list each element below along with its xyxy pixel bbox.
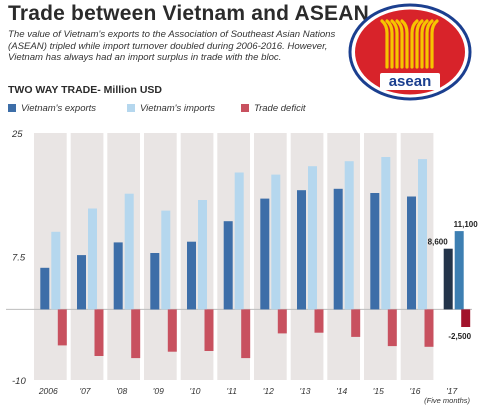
deficit-bar [387,309,397,347]
x-axis-note: (Five months) [424,396,470,405]
data-label: -2,500 [448,332,471,341]
rice-stalks-emblem [380,19,439,69]
category-band [254,133,287,380]
deficit-bar [57,309,67,346]
imports-bar [51,231,61,310]
x-tick-label: '13 [299,386,310,396]
imports-bar [161,210,171,310]
exports-bar [297,190,306,310]
exports-bar [443,248,453,310]
imports-bar [124,193,134,310]
imports-bar [454,231,464,310]
rice-stalk [420,19,429,69]
deficit-bar [461,309,471,327]
legend-swatch-exports [8,104,16,112]
deficit-bar [131,309,141,359]
x-tick-label: '11 [226,386,237,396]
exports-bar [333,188,343,310]
legend-label-deficit: Trade deficit [254,103,306,114]
imports-bar [271,174,281,310]
exports-bar [223,221,233,310]
exports-bar [407,196,416,310]
rice-stalk [425,19,434,69]
category-band [437,133,470,380]
deficit-bar [94,309,104,356]
legend-label-exports: Vietnam's exports [21,103,97,114]
imports-bar [308,166,317,310]
x-tick-label: '12 [263,386,274,396]
legend-label-imports: Vietnam's imports [140,103,216,114]
legend-item-exports: Vietnam's exports [8,103,96,114]
x-tick-label: '16 [409,386,420,396]
exports-bar [113,242,123,310]
imports-bar [381,157,391,310]
deficit-bar [277,309,287,334]
data-label: 8,600 [428,238,449,247]
deficit-bar [241,309,251,359]
exports-bar [187,241,196,310]
imports-bar [88,208,97,310]
legend-item-deficit: Trade deficit [241,103,306,114]
imports-bar [234,172,244,310]
asean-logo: asean [348,3,472,101]
rice-stalk [385,19,394,69]
y-tick-label: -10 [12,376,26,387]
deficit-bar [167,309,177,352]
x-tick-label: '07 [79,386,90,396]
x-tick-label: '14 [336,386,347,396]
legend-item-imports: Vietnam's imports [127,103,215,114]
logo-wordmark: asean [389,73,432,90]
imports-bar [418,159,427,310]
y-tick-label: 25 [11,129,23,140]
x-tick-label: '17 [446,386,457,396]
rice-stalk [415,19,424,69]
legend-swatch-deficit [241,104,249,112]
x-tick-label: '10 [189,386,200,396]
x-tick-label: '09 [153,386,164,396]
deficit-bar [314,309,324,333]
exports-bar [260,198,270,310]
rice-stalk [395,19,404,69]
category-band [290,133,324,380]
exports-bar [40,267,50,310]
x-tick-label: '08 [116,386,127,396]
deficit-bar [204,309,214,351]
logo-word-band [380,73,440,90]
exports-bar [150,253,160,310]
category-band [327,133,360,380]
exports-bar [370,193,380,310]
rice-stalk [410,19,419,69]
chart-title: TWO WAY TRADE- Million USD [8,84,162,96]
imports-bar [198,200,207,310]
imports-bar [344,161,354,310]
rice-stalk [430,19,439,69]
rice-stalk [390,19,399,69]
page-title: Trade between Vietnam and ASEAN [8,2,369,25]
legend-swatch-imports [127,104,135,112]
subtitle: The value of Vietnam's exports to the As… [8,29,336,63]
x-tick-label: '15 [373,386,384,396]
rice-stalk [380,19,389,69]
exports-bar [77,255,86,310]
data-label: 11,100 [454,220,479,229]
y-tick-label: 7.5 [12,253,26,264]
deficit-bar [424,309,434,347]
deficit-bar [351,309,361,337]
x-tick-label: 2006 [38,386,58,396]
rice-stalk [400,19,409,69]
